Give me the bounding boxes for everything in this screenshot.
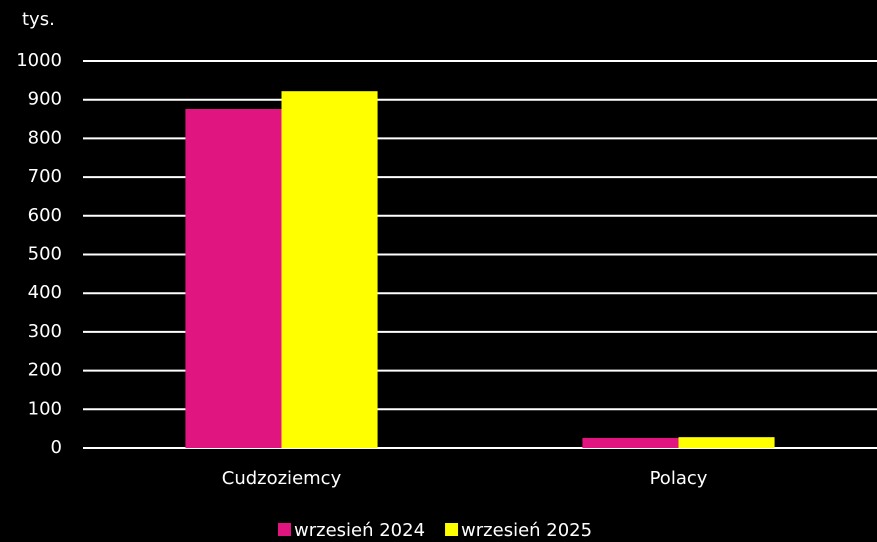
bar [281, 91, 378, 448]
legend-label: wrzesień 2025 [461, 520, 592, 541]
y-tick-label: 100 [28, 398, 62, 419]
y-tick-label: 400 [28, 282, 62, 303]
bar [678, 437, 775, 448]
legend-swatch [278, 523, 291, 536]
y-tick-label: 200 [28, 360, 62, 381]
bar [582, 437, 679, 448]
y-tick-label: 700 [28, 166, 62, 187]
y-tick-label: 800 [28, 127, 62, 148]
y-tick-label: 900 [28, 89, 62, 110]
y-tick-label: 300 [28, 321, 62, 342]
y-tick-label: 500 [28, 244, 62, 265]
x-tick-label: Polacy [650, 468, 708, 489]
legend-label: wrzesień 2024 [294, 520, 425, 541]
y-tick-label: 1000 [16, 50, 62, 71]
y-tick-label: 600 [28, 205, 62, 226]
bar [185, 108, 282, 448]
y-axis-label: tys. [22, 9, 55, 30]
y-tick-label: 0 [51, 437, 62, 458]
x-tick-label: Cudzoziemcy [222, 468, 342, 489]
legend-swatch [445, 523, 459, 536]
